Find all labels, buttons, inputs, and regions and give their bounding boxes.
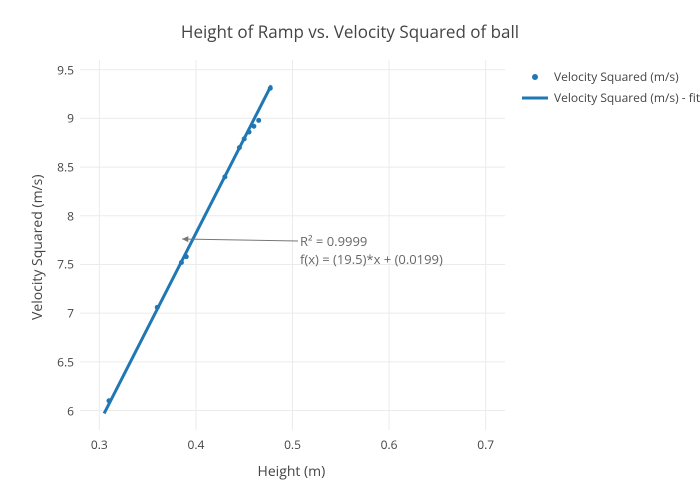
data-point [242, 136, 247, 141]
legend-marker-icon [520, 71, 550, 83]
x-tick-label: 0.3 [91, 436, 108, 453]
fit-line [104, 85, 271, 413]
chart-title: Height of Ramp vs. Velocity Squared of b… [0, 20, 700, 43]
y-tick-label: 6.5 [50, 353, 74, 370]
x-axis-label: Height (m) [258, 462, 326, 481]
y-tick-label: 7 [50, 305, 74, 322]
legend-item[interactable]: Velocity Squared (m/s) - fit [520, 89, 700, 106]
data-point [251, 124, 256, 129]
annotation-r-squared: R² = 0.9999 [300, 232, 443, 250]
y-tick-label: 7.5 [50, 256, 74, 273]
y-tick-label: 9.5 [50, 61, 74, 78]
data-point [155, 305, 160, 310]
x-tick-label: 0.6 [381, 436, 398, 453]
y-tick-label: 8 [50, 207, 74, 224]
legend-line-icon [520, 92, 550, 104]
y-tick-label: 8.5 [50, 159, 74, 176]
legend: Velocity Squared (m/s) Velocity Squared (… [520, 68, 700, 110]
fit-annotation: R² = 0.9999 f(x) = (19.5)*x + (0.0199) [300, 232, 443, 268]
x-tick-label: 0.7 [477, 436, 494, 453]
data-point [184, 254, 189, 259]
data-point [268, 86, 273, 91]
annotation-equation: f(x) = (19.5)*x + (0.0199) [300, 250, 443, 268]
legend-label: Velocity Squared (m/s) - fit [554, 89, 700, 106]
data-point [237, 145, 242, 150]
y-tick-label: 9 [50, 110, 74, 127]
legend-label: Velocity Squared (m/s) [554, 68, 679, 85]
legend-item[interactable]: Velocity Squared (m/s) [520, 68, 700, 85]
x-tick-label: 0.5 [284, 436, 301, 453]
data-point [256, 118, 261, 123]
data-point [222, 174, 227, 179]
data-point [106, 398, 111, 403]
y-tick-label: 6 [50, 402, 74, 419]
x-tick-label: 0.4 [187, 436, 204, 453]
data-point [179, 260, 184, 265]
y-axis-label: Velocity Squared (m/s) [28, 175, 47, 320]
data-point [247, 130, 252, 135]
